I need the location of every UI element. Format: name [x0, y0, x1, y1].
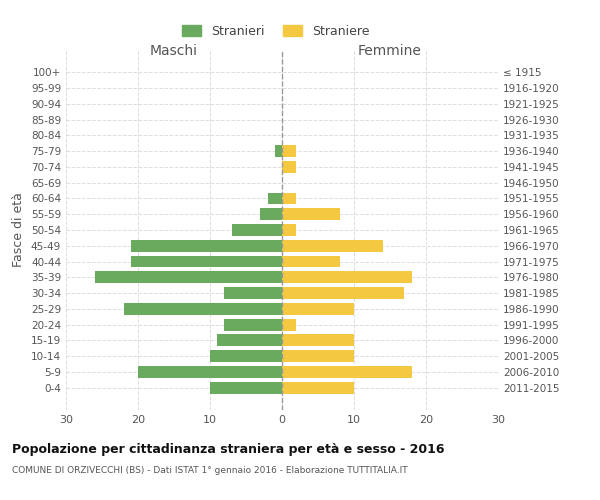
- Text: Maschi: Maschi: [150, 44, 198, 58]
- Bar: [282, 145, 296, 157]
- Text: COMUNE DI ORZIVECCHI (BS) - Dati ISTAT 1° gennaio 2016 - Elaborazione TUTTITALIA: COMUNE DI ORZIVECCHI (BS) - Dati ISTAT 1…: [12, 466, 407, 475]
- Bar: [282, 366, 412, 378]
- Bar: [282, 287, 404, 299]
- Bar: [268, 192, 282, 204]
- Bar: [260, 208, 282, 220]
- Bar: [217, 334, 282, 346]
- Bar: [282, 161, 296, 173]
- Bar: [210, 350, 282, 362]
- Bar: [282, 224, 296, 236]
- Bar: [131, 256, 282, 268]
- Bar: [282, 334, 354, 346]
- Bar: [282, 382, 354, 394]
- Bar: [275, 145, 282, 157]
- Bar: [282, 192, 296, 204]
- Bar: [131, 240, 282, 252]
- Bar: [282, 303, 354, 315]
- Text: Popolazione per cittadinanza straniera per età e sesso - 2016: Popolazione per cittadinanza straniera p…: [12, 442, 445, 456]
- Bar: [232, 224, 282, 236]
- Bar: [210, 382, 282, 394]
- Bar: [282, 208, 340, 220]
- Bar: [95, 272, 282, 283]
- Bar: [138, 366, 282, 378]
- Bar: [282, 240, 383, 252]
- Bar: [224, 287, 282, 299]
- Bar: [282, 256, 340, 268]
- Bar: [282, 318, 296, 330]
- Y-axis label: Fasce di età: Fasce di età: [13, 192, 25, 268]
- Bar: [124, 303, 282, 315]
- Bar: [282, 350, 354, 362]
- Bar: [282, 272, 412, 283]
- Text: Femmine: Femmine: [358, 44, 422, 58]
- Legend: Stranieri, Straniere: Stranieri, Straniere: [179, 21, 373, 42]
- Bar: [224, 318, 282, 330]
